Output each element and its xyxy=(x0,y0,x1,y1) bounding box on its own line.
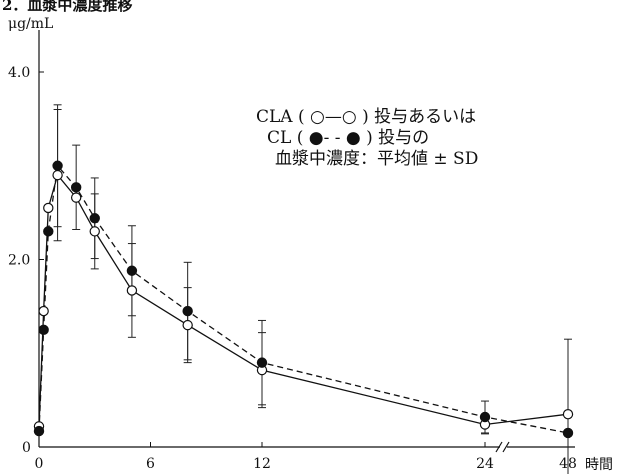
data-point-cl xyxy=(70,182,82,193)
data-point-cla xyxy=(182,319,193,331)
legend-line-2: CL ( ●- - ● ) 投与の xyxy=(267,128,429,148)
data-point-cla xyxy=(70,192,82,203)
data-point-cl xyxy=(562,427,574,439)
chart-title-fragment: 2．血漿中濃度推移 xyxy=(2,0,132,14)
data-point-cl xyxy=(43,226,54,237)
x-tick-label: 24 xyxy=(476,456,494,472)
data-point-cl xyxy=(126,265,138,276)
series-line-cla xyxy=(38,173,569,427)
x-tick-label: 0 xyxy=(35,456,44,472)
data-point-cla xyxy=(38,305,49,317)
x-axis-label: 時間 xyxy=(585,457,613,473)
y-tick-label: 4.0 xyxy=(8,65,30,81)
data-point-cla xyxy=(43,202,54,214)
x-tick-label: 12 xyxy=(253,456,271,472)
legend-line-3: 血漿中濃度：平均値 ± SD xyxy=(275,149,478,169)
x-tick-label: 6 xyxy=(146,456,155,472)
data-point-cla xyxy=(52,169,63,181)
y-tick-label: 0 xyxy=(22,440,31,456)
data-point-cl xyxy=(89,213,100,224)
axis-break-mark xyxy=(495,441,503,453)
legend: CLA ( ○—○ ) 投与あるいは CL ( ●- - ● ) 投与の 血漿中… xyxy=(256,107,478,169)
data-point-cl xyxy=(33,425,45,437)
data-point-cl xyxy=(182,305,193,317)
data-point-cl xyxy=(479,411,491,423)
data-point-cl xyxy=(38,324,49,336)
data-point-cla xyxy=(126,285,138,296)
data-point-cl xyxy=(256,357,268,368)
series-lines xyxy=(38,164,569,434)
axes: 02.04.00 6 12 24 48 xyxy=(8,30,577,472)
data-point-cla xyxy=(562,408,574,420)
data-point-cla xyxy=(89,226,100,237)
y-axis-unit-label: μg/mL xyxy=(8,16,53,32)
y-tick-label: 2.0 xyxy=(8,253,30,269)
data-point-cl xyxy=(52,160,63,171)
series-line-cl xyxy=(38,164,569,434)
series-markers xyxy=(33,160,574,439)
legend-line-1: CLA ( ○—○ ) 投与あるいは xyxy=(256,107,476,127)
axis-break-mark xyxy=(502,441,510,453)
